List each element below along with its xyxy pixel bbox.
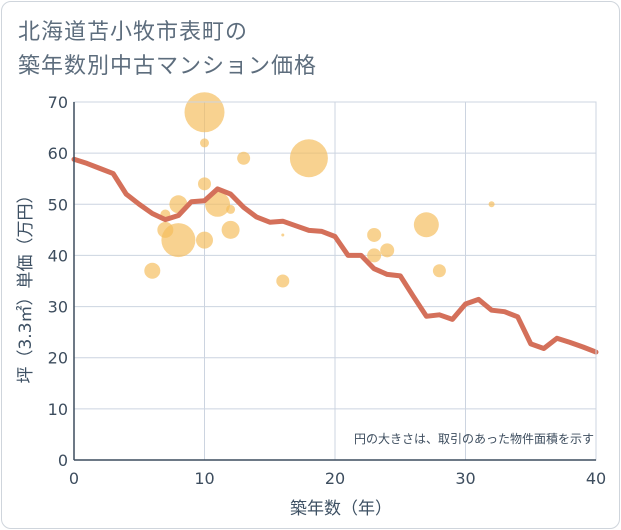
data-bubble-8 xyxy=(196,231,213,249)
data-bubble-0 xyxy=(144,262,161,279)
data-bubble-12 xyxy=(237,151,251,165)
grid-lines xyxy=(74,102,596,460)
trend-line xyxy=(71,156,599,355)
x-tick-label-30: 30 xyxy=(455,469,475,488)
data-bubble-6 xyxy=(200,138,209,148)
bubble-series xyxy=(144,92,495,288)
y-axis-label: 坪（3.3㎡）単価（万円） xyxy=(16,186,36,383)
y-tick-label-0: 0 xyxy=(58,451,68,470)
data-bubble-11 xyxy=(221,220,240,239)
y-tick-label-70: 70 xyxy=(48,93,68,112)
data-bubble-21 xyxy=(488,201,495,208)
chart-title-line-2: 築年数別中古マンション価格 xyxy=(18,54,318,79)
trend-line-group xyxy=(71,156,599,355)
data-bubble-15 xyxy=(289,139,328,178)
y-tick-label-20: 20 xyxy=(48,349,68,368)
x-tick-label-20: 20 xyxy=(325,469,345,488)
data-bubble-4 xyxy=(161,223,196,258)
size-note: 円の大きさは、取引のあった物件面積を示す xyxy=(354,431,594,446)
y-tick-label-10: 10 xyxy=(48,400,68,419)
data-bubble-9 xyxy=(205,191,231,217)
y-tick-label-50: 50 xyxy=(48,195,68,214)
data-bubble-13 xyxy=(281,233,285,237)
x-tick-label-40: 40 xyxy=(586,469,606,488)
data-bubble-16 xyxy=(367,227,382,242)
chart-title: 北海道苫小牧市表町の 築年数別中古マンション価格 xyxy=(18,16,317,84)
data-bubble-18 xyxy=(380,243,395,258)
data-bubble-20 xyxy=(432,264,446,278)
chart-title-line-1: 北海道苫小牧市表町の xyxy=(18,20,249,45)
data-bubble-19 xyxy=(413,212,439,238)
data-bubble-14 xyxy=(276,274,290,288)
plot-frame xyxy=(73,101,597,461)
data-bubble-7 xyxy=(198,177,211,191)
y-tick-label-30: 30 xyxy=(48,298,68,317)
x-tick-label-10: 10 xyxy=(194,469,214,488)
data-bubble-5 xyxy=(184,92,225,133)
x-tick-label-0: 0 xyxy=(69,469,79,488)
y-tick-label-60: 60 xyxy=(48,144,68,163)
tick-labels: 0 10 20 30 40 50 60 70 0 10 20 30 40 xyxy=(48,93,607,488)
y-tick-label-40: 40 xyxy=(48,246,68,265)
x-axis-label: 築年数（年） xyxy=(290,499,392,519)
data-bubble-17 xyxy=(367,248,382,263)
data-bubble-10 xyxy=(226,204,236,214)
